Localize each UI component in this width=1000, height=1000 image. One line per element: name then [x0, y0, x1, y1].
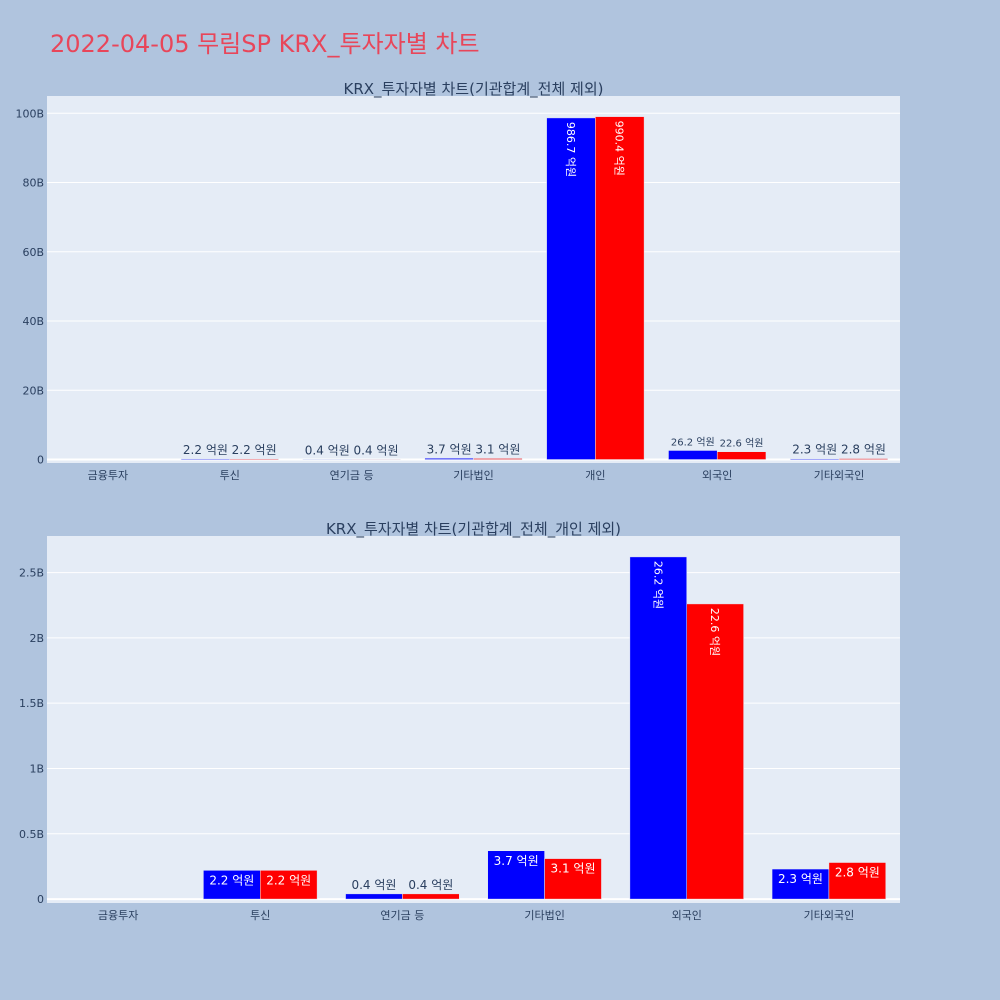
bottom-x-tick-label: 기타법인	[524, 909, 564, 922]
bottom-y-tick-label: 1.5B	[19, 697, 44, 710]
top-x-tick-label: 금융투자	[88, 469, 128, 482]
bottom-bar	[402, 893, 460, 900]
top-x-tick-label: 개인	[585, 469, 605, 482]
top-y-tick-label: 40B	[22, 315, 44, 328]
bottom-bar	[487, 850, 545, 900]
bottom-bar	[629, 556, 688, 900]
top-chart-title: KRX_투자자별 차트(기관합계_전체 제외)	[344, 80, 604, 99]
top-bar	[716, 451, 767, 460]
top-x-tick-label: 외국인	[702, 469, 732, 482]
top-bar-label: 986.7 억원	[564, 122, 577, 177]
bottom-bar	[260, 870, 318, 900]
top-bar-label: 22.6 억원	[720, 438, 764, 450]
top-x-tick-label: 기타법인	[453, 469, 493, 482]
top-x-tick-label: 투신	[220, 469, 240, 482]
bottom-bar	[828, 862, 887, 900]
top-bar	[668, 450, 718, 460]
top-x-tick-label: 연기금 등	[330, 469, 374, 482]
top-bar	[838, 458, 889, 460]
top-bar	[595, 116, 645, 460]
bottom-bar-label: 0.4 억원	[408, 878, 453, 892]
chart-bottom: KRX_투자자별 차트(기관합계_전체_개인 제외) 0 0.5B 1B 1.5B 2B 2…	[0, 510, 1000, 950]
chart-top-svg: KRX_투자자별 차트(기관합계_전체 제외) 0 20B 40B 60B 80B 100B…	[15, 80, 900, 482]
top-bar-label: 0.4 억원	[305, 443, 350, 457]
top-y-tick-label: 60B	[22, 246, 44, 259]
bottom-bar	[771, 868, 830, 900]
chart-top: KRX_투자자별 차트(기관합계_전체 제외) 0 20B 40B 60B 80B 100B…	[0, 70, 1000, 510]
top-bar	[790, 458, 840, 460]
bottom-bar	[686, 603, 744, 900]
top-bar-label: 3.1 억원	[475, 442, 520, 456]
top-bar-label: 2.2 억원	[232, 443, 277, 457]
top-bar-label: 0.4 억원	[354, 443, 399, 457]
top-bar	[546, 117, 596, 460]
bottom-bar-label: 2.2 억원	[209, 873, 254, 887]
bottom-x-tick-label: 외국인	[672, 909, 702, 922]
top-bar-label: 26.2 억원	[671, 436, 715, 448]
top-bar-label: 2.3 억원	[792, 443, 837, 457]
top-bar	[424, 458, 474, 460]
bottom-y-tick-label: 1B	[29, 762, 44, 775]
bottom-chart-title: KRX_투자자별 차트(기관합계_전체_개인 제외)	[326, 520, 621, 539]
top-bar-label: 2.8 억원	[841, 443, 886, 457]
top-y-tick-label: 20B	[22, 384, 44, 397]
bottom-bar	[203, 870, 261, 900]
top-bar	[229, 458, 279, 460]
bottom-x-tick-label: 투신	[250, 909, 270, 922]
bottom-bar-label: 2.8 억원	[835, 866, 880, 880]
bottom-y-tick-label: 0.5B	[19, 828, 44, 841]
bottom-x-tick-label: 연기금 등	[380, 909, 424, 922]
top-bar	[180, 458, 231, 460]
page-title: 2022-04-05 무림SP KRX_투자자별 차트	[50, 30, 480, 58]
top-bar-label: 2.2 억원	[183, 443, 228, 457]
bottom-bar-label: 2.2 억원	[266, 873, 311, 887]
bottom-bar-label: 22.6 억원	[708, 608, 721, 656]
top-x-tick-label: 기타외국인	[814, 469, 865, 482]
bottom-x-tick-label: 금융투자	[98, 909, 138, 922]
bottom-bar-label: 0.4 억원	[351, 878, 396, 892]
bottom-plot-area	[47, 536, 900, 903]
bottom-bar-label: 3.7 억원	[494, 854, 539, 868]
bottom-bar	[544, 858, 602, 900]
top-y-tick-label: 0	[37, 454, 44, 467]
top-y-tick-label: 100B	[15, 107, 44, 120]
bottom-bar-label: 26.2 억원	[651, 561, 664, 609]
top-plot-area	[47, 96, 900, 463]
top-y-tick-label: 80B	[22, 177, 44, 190]
bottom-bar-label: 3.1 억원	[551, 862, 596, 876]
bottom-y-tick-label: 2.5B	[19, 567, 44, 580]
top-bar	[473, 458, 523, 460]
top-bar-label: 3.7 억원	[427, 442, 472, 456]
bottom-y-tick-label: 2B	[29, 632, 44, 645]
bottom-y-tick-label: 0	[37, 893, 44, 906]
bottom-bar-label: 2.3 억원	[778, 872, 823, 886]
bottom-bar	[345, 893, 403, 900]
bottom-x-tick-label: 기타외국인	[804, 909, 855, 922]
top-bar-label: 990.4 억원	[613, 121, 626, 176]
chart-bottom-svg: KRX_투자자별 차트(기관합계_전체_개인 제외) 0 0.5B 1B 1.5B 2B 2…	[19, 520, 900, 922]
